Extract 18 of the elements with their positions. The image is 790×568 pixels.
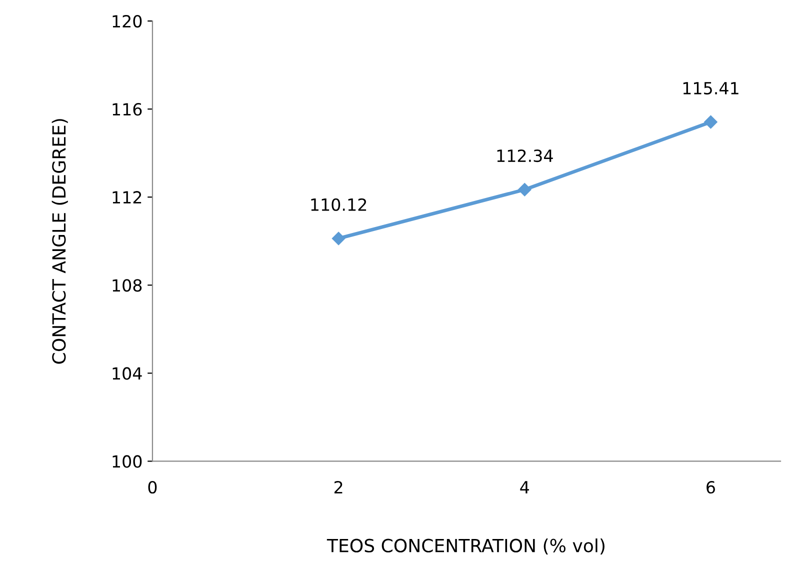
x-tick-label: 4	[520, 481, 530, 494]
y-tick-label: 108	[112, 279, 142, 292]
y-tick-label: 120	[112, 14, 142, 28]
point	[332, 232, 346, 246]
x-axis-title: TEOS CONCENTRATION (% vol)	[326, 538, 604, 555]
y-axis-title: CONTACT ANGLE (DEGREE)	[52, 119, 68, 364]
y-tick-label: 104	[112, 367, 142, 380]
x-tick-label: 6	[706, 480, 715, 494]
y-tick-label: 116	[112, 103, 142, 116]
data-label: 115.41	[683, 82, 738, 94]
x-tick-label: 2	[334, 480, 342, 494]
y-tick-label: 100	[112, 455, 142, 468]
data-label: 110.12	[311, 198, 366, 211]
point	[704, 115, 718, 129]
x-tick-label: 0	[148, 480, 157, 494]
point	[518, 183, 532, 196]
y-tick-label: 112	[112, 191, 142, 204]
data-label: 112.34	[497, 149, 553, 162]
